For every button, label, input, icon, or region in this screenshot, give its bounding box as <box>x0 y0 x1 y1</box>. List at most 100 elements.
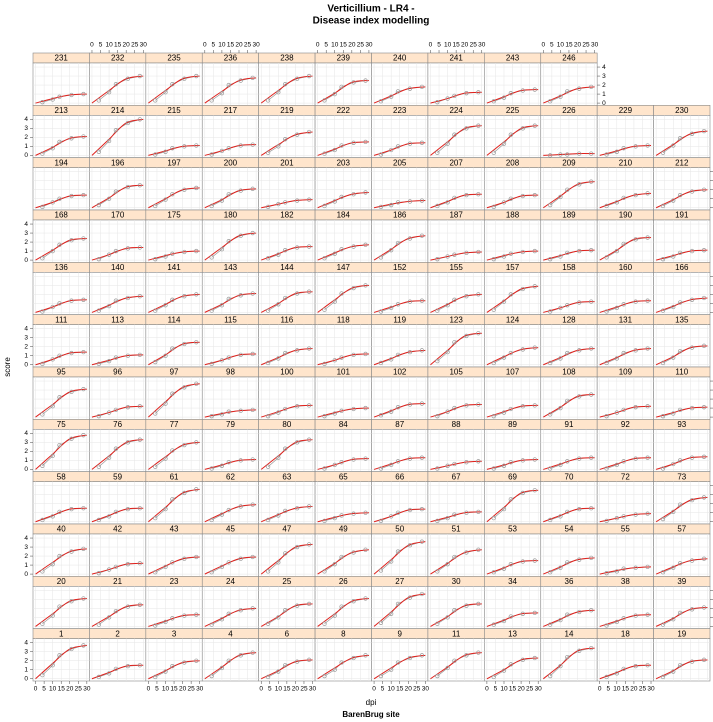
observed-point <box>170 560 175 565</box>
observed-point <box>633 405 638 410</box>
observed-point <box>532 192 537 198</box>
observed-point <box>209 414 214 419</box>
strip-label: 54 <box>565 525 574 534</box>
observed-point <box>209 570 214 575</box>
x-tick-label: 0 <box>429 42 433 49</box>
observed-point <box>491 204 496 209</box>
observed-point <box>435 518 440 523</box>
observed-point <box>419 401 425 406</box>
observed-point <box>226 658 231 663</box>
observed-point <box>435 414 440 419</box>
observed-point <box>283 608 288 613</box>
observed-point <box>219 463 225 468</box>
strip-label: 213 <box>55 106 69 115</box>
x-tick-label: 5 <box>381 686 385 693</box>
x-tick-label: 10 <box>388 686 396 693</box>
strip-label: 87 <box>395 420 404 429</box>
observed-point <box>57 301 62 306</box>
panel: 217 <box>201 105 259 158</box>
x-tick-label: 20 <box>517 686 525 693</box>
panel: 238 <box>258 52 316 106</box>
observed-point <box>604 623 609 628</box>
panel: 87 <box>371 419 429 472</box>
panel: 215 <box>145 105 203 158</box>
panel: 3901234 <box>653 576 713 629</box>
observed-point <box>219 665 225 671</box>
observed-point <box>294 348 300 353</box>
strip-label: 160 <box>619 263 633 272</box>
observed-point <box>508 251 513 256</box>
observed-point <box>689 189 695 194</box>
observed-point <box>621 302 626 307</box>
x-tick-label: 10 <box>162 686 170 693</box>
panel: 65 <box>314 471 372 525</box>
observed-point <box>378 518 384 523</box>
observed-point <box>238 408 243 413</box>
x-tick-label: 20 <box>66 686 74 693</box>
observed-point <box>96 257 101 262</box>
observed-point <box>250 351 255 357</box>
panel: 59 <box>89 471 147 525</box>
observed-point <box>407 141 413 146</box>
x-tick-label: 30 <box>252 42 260 49</box>
observed-point <box>520 126 525 131</box>
observed-point <box>445 463 450 468</box>
strip-label: 95 <box>57 368 66 377</box>
strip-label: 128 <box>562 315 576 324</box>
panel: 108 <box>540 366 598 420</box>
x-tick-label: 20 <box>179 686 187 693</box>
observed-point <box>389 409 394 414</box>
observed-point <box>194 658 199 663</box>
observed-point <box>276 201 281 207</box>
observed-point <box>339 660 344 665</box>
panel: 4 <box>201 628 259 682</box>
strip-label: 8 <box>341 629 346 638</box>
x-tick-label: 10 <box>557 42 565 49</box>
observed-point <box>238 504 243 509</box>
observed-line <box>98 184 140 206</box>
observed-point <box>226 409 231 414</box>
observed-point <box>209 98 214 103</box>
strip-label: 92 <box>621 420 630 429</box>
observed-point <box>137 506 142 511</box>
x-tick-label: 5 <box>324 42 328 49</box>
panel: 88 <box>427 419 485 472</box>
observed-point <box>565 303 570 308</box>
strip-label: 143 <box>224 263 238 272</box>
panel: 7301234 <box>653 471 713 525</box>
panel: 226 <box>540 105 598 158</box>
observed-point <box>182 490 187 496</box>
observed-point <box>501 618 507 624</box>
x-tick-label: 0 <box>372 686 376 693</box>
y-tick-label: 1 <box>24 248 28 255</box>
strip-label: 107 <box>506 368 520 377</box>
strip-label: 88 <box>452 420 461 429</box>
observed-point <box>532 87 537 92</box>
observed-point <box>378 309 384 314</box>
observed-point <box>40 309 45 314</box>
observed-point <box>96 674 101 680</box>
observed-point <box>194 340 199 345</box>
panel: 101 <box>314 366 372 420</box>
observed-point <box>604 203 609 209</box>
strip-label: 101 <box>337 368 351 377</box>
observed-point <box>633 192 638 198</box>
panel: 49 <box>314 523 372 577</box>
observed-point <box>508 497 513 502</box>
observed-point <box>671 304 676 310</box>
observed-point <box>407 86 413 91</box>
observed-point <box>389 667 394 672</box>
observed-point <box>435 358 440 364</box>
strip-label: 36 <box>565 577 574 586</box>
observed-point <box>209 466 214 471</box>
panel: 241 0 5 10 15 20 25 30 <box>427 42 486 106</box>
observed-point <box>265 414 271 419</box>
panel: 98 <box>201 366 259 420</box>
observed-point <box>363 283 368 288</box>
observed-point <box>322 203 327 209</box>
x-tick-label: 0 <box>203 42 207 49</box>
observed-point <box>137 561 142 566</box>
panel: 190 <box>596 209 654 263</box>
panel: 147 <box>314 262 372 315</box>
observed-point <box>378 99 384 104</box>
